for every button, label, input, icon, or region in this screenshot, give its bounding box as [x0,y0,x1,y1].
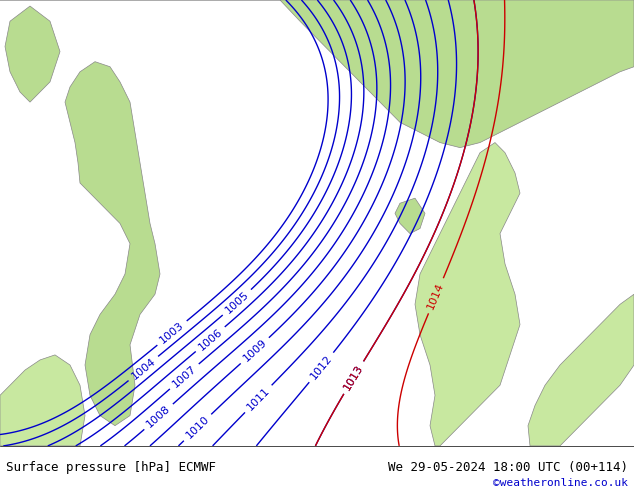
Polygon shape [5,6,60,102]
Text: ©weatheronline.co.uk: ©weatheronline.co.uk [493,478,628,488]
Text: Surface pressure [hPa] ECMWF: Surface pressure [hPa] ECMWF [6,462,216,474]
Text: 1014: 1014 [426,281,446,311]
Text: 1012: 1012 [309,353,334,382]
Text: 1006: 1006 [197,326,224,352]
Polygon shape [528,294,634,446]
Text: 1013: 1013 [342,363,365,392]
Text: 1010: 1010 [184,414,211,441]
Text: 1005: 1005 [223,290,251,316]
Polygon shape [0,355,85,446]
Polygon shape [0,0,634,147]
Text: 1013: 1013 [342,363,365,392]
Polygon shape [415,143,520,446]
Text: 1008: 1008 [145,404,172,430]
Polygon shape [395,198,425,234]
Text: 1009: 1009 [241,338,269,364]
Text: 1004: 1004 [129,356,157,381]
Text: We 29-05-2024 18:00 UTC (00+114): We 29-05-2024 18:00 UTC (00+114) [387,462,628,474]
Polygon shape [65,62,160,426]
Text: 1011: 1011 [245,385,272,413]
Text: 1007: 1007 [171,364,198,390]
Text: 1003: 1003 [158,320,186,346]
